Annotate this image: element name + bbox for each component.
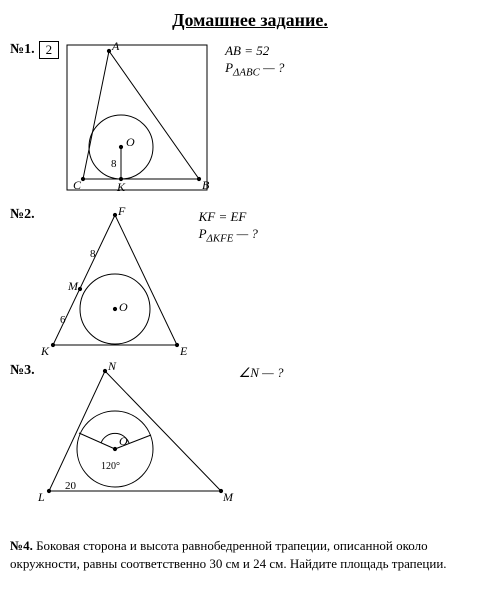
label-o2: O bbox=[119, 300, 128, 314]
p2-given-1: KF = EF bbox=[199, 209, 258, 226]
problem-3: №3. N L M O bbox=[10, 361, 490, 511]
label-k: K bbox=[116, 180, 126, 194]
label-8: 8 bbox=[111, 158, 117, 170]
label-m: M bbox=[67, 279, 79, 293]
problem-1-number: №1. bbox=[10, 42, 35, 58]
label-m3: M bbox=[222, 490, 234, 504]
problem-4: №4. Боковая сторона и высота равнобедрен… bbox=[10, 537, 490, 572]
page-title: Домашнее задание. bbox=[10, 10, 490, 31]
label-120: 120° bbox=[101, 461, 120, 472]
label-n: N bbox=[107, 361, 117, 373]
label-8b: 8 bbox=[90, 248, 96, 260]
label-o3: O bbox=[119, 434, 128, 448]
problem-1: №1. 2 A C B O bbox=[10, 39, 490, 199]
problem-3-number: №3. bbox=[10, 363, 35, 379]
label-k2: K bbox=[40, 344, 50, 355]
label-o: O bbox=[126, 135, 135, 149]
problem-3-figure: N L M O 120° 20 bbox=[35, 361, 235, 511]
p1-given-1: AB = 52 bbox=[225, 43, 284, 60]
p2-given-2: PΔKFE — ? bbox=[199, 226, 258, 246]
label-f: F bbox=[117, 205, 126, 218]
p3-question: ∠N — ? bbox=[239, 365, 284, 382]
p1-given-2: PΔABC — ? bbox=[225, 60, 284, 80]
label-l: L bbox=[37, 490, 45, 504]
label-20: 20 bbox=[65, 480, 77, 492]
problem-2: №2. F K E M O 8 6 bbox=[10, 205, 490, 355]
problem-2-number: №2. bbox=[10, 207, 35, 223]
label-a: A bbox=[111, 39, 120, 53]
label-6: 6 bbox=[60, 314, 66, 326]
problem-4-number: №4. bbox=[10, 538, 33, 553]
label-e: E bbox=[179, 344, 188, 355]
label-b: B bbox=[202, 178, 210, 192]
problem-4-text: Боковая сторона и высота равнобедренной … bbox=[10, 538, 447, 571]
problem-1-variant: 2 bbox=[39, 41, 60, 59]
problem-1-figure: A C B O K 8 bbox=[59, 39, 229, 199]
problem-2-figure: F K E M O 8 6 bbox=[35, 205, 205, 355]
label-c: C bbox=[73, 178, 82, 192]
